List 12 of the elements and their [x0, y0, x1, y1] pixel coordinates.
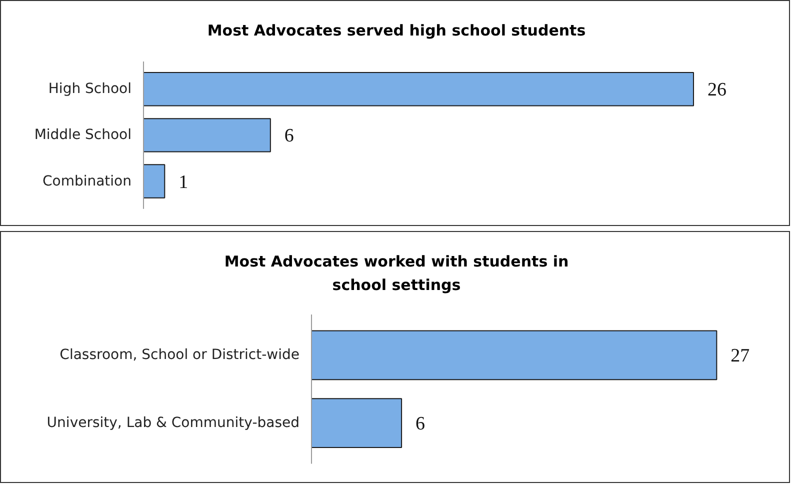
y-tick-label: Middle School — [34, 127, 132, 144]
data-label: 26 — [708, 80, 726, 101]
chart-title: Most Advocates worked with students in school settings — [224, 252, 569, 294]
data-label: 1 — [178, 172, 188, 193]
y-tick-label: University, Lab & Community-based — [46, 415, 300, 432]
data-label: 27 — [730, 346, 750, 367]
y-tick-label: Combination — [42, 173, 132, 190]
data-label: 6 — [416, 414, 426, 435]
y-tick-label: High School — [48, 81, 132, 98]
chart-title: Most Advocates served high school students — [207, 22, 586, 40]
data-label: 6 — [284, 126, 294, 147]
y-tick-label: Classroom, School or District-wide — [60, 347, 300, 364]
